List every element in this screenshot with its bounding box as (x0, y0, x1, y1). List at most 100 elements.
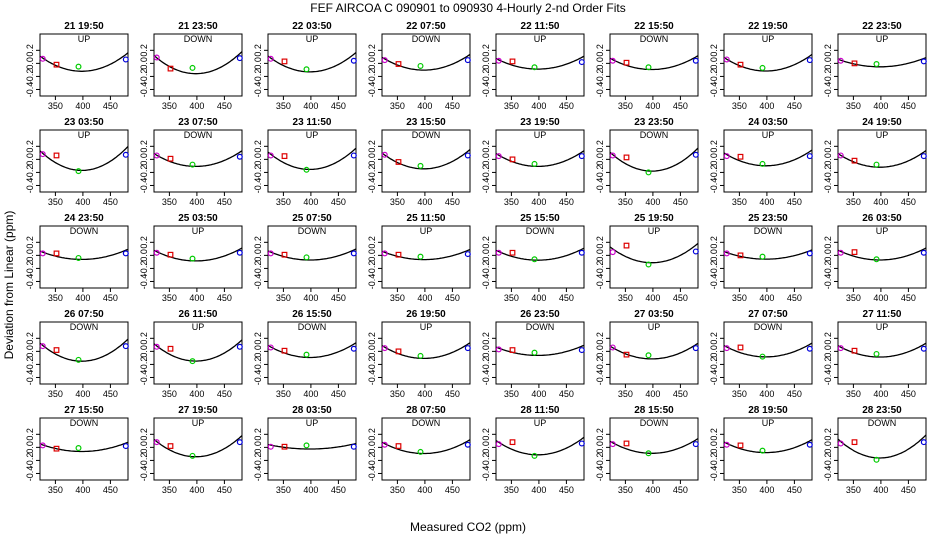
standard-point (837, 345, 844, 352)
y-tick-label: -0.4 (253, 178, 263, 194)
panel-26-11-50: 26 11:50 UP 350 400 450 0.20.0-0.2-0.4 (139, 309, 243, 399)
standard-point (236, 439, 243, 446)
standard-point (75, 168, 82, 175)
panel-title: 26 15:50 (292, 309, 332, 320)
x-axis-label: Measured CO2 (ppm) (410, 520, 526, 534)
panel-22-03-50: 22 03:50 UP 350 400 450 0.20.0-0.2-0.4 (253, 21, 357, 111)
standard-point (153, 439, 160, 446)
panel-title: 25 03:50 (178, 213, 218, 224)
x-tick-label: 350 (504, 197, 519, 207)
x-tick-label: 450 (787, 293, 802, 303)
x-tick-label: 350 (504, 485, 519, 495)
panel-mode-label: UP (648, 226, 661, 236)
panel-frame (381, 321, 471, 385)
panel-28-15-50: 28 15:50 DOWN 350 400 450 0.20.0-0.2-0.4 (595, 405, 699, 495)
x-tick-label: 400 (75, 101, 90, 111)
panel-24-23-50: 24 23:50 DOWN 350 400 450 0.20.0-0.2-0.4 (25, 213, 129, 303)
y-tick-label: -0.2 (367, 357, 377, 373)
y-tick-label: -0.4 (595, 466, 605, 482)
standard-point (464, 441, 471, 448)
fit-curve (609, 55, 699, 71)
x-tick-label: 450 (787, 197, 802, 207)
y-tick-label: 0.2 (139, 332, 149, 345)
x-tick-label: 450 (331, 293, 346, 303)
y-tick-label: 0.2 (25, 236, 35, 249)
standard-point (623, 242, 630, 249)
x-tick-label: 450 (559, 293, 574, 303)
standard-point (806, 345, 813, 352)
y-tick-label: -0.4 (709, 178, 719, 194)
standard-point (851, 249, 858, 256)
fit-curve (153, 339, 243, 362)
x-tick-label: 400 (531, 101, 546, 111)
standard-point (837, 249, 844, 256)
y-tick-label: -0.2 (367, 453, 377, 469)
standard-point (281, 58, 288, 65)
panel-22-23-50: 22 23:50 UP 350 400 450 0.20.0-0.2-0.4 (823, 21, 927, 111)
x-tick-label: 350 (732, 389, 747, 399)
standard-point (623, 59, 630, 66)
y-tick-label: 0.2 (253, 332, 263, 345)
standard-point (464, 251, 471, 258)
standard-point (122, 343, 129, 350)
x-tick-label: 450 (673, 101, 688, 111)
y-tick-label: 0.2 (709, 236, 719, 249)
x-tick-label: 400 (645, 197, 660, 207)
standard-point (495, 441, 502, 448)
y-tick-label: -0.2 (709, 357, 719, 373)
panel-title: 22 23:50 (862, 21, 902, 32)
x-tick-label: 400 (645, 389, 660, 399)
panel-mode-label: UP (762, 34, 775, 44)
standard-point (122, 151, 129, 158)
standard-point (381, 57, 388, 64)
standard-point (806, 250, 813, 257)
x-tick-label: 400 (759, 389, 774, 399)
y-tick-label: -0.4 (481, 274, 491, 290)
panel-27-11-50: 27 11:50 UP 350 400 450 0.20.0-0.2-0.4 (823, 309, 927, 399)
y-tick-label: 0.0 (481, 249, 491, 262)
y-tick-label: -0.4 (709, 370, 719, 386)
y-tick-label: 0.2 (595, 236, 605, 249)
fit-curve (39, 146, 129, 172)
standard-point (350, 250, 357, 257)
panel-25-03-50: 25 03:50 UP 350 400 450 0.20.0-0.2-0.4 (139, 213, 243, 303)
x-tick-label: 350 (618, 293, 633, 303)
y-tick-label: -0.4 (481, 178, 491, 194)
standard-point (495, 249, 502, 256)
standard-point (153, 152, 160, 159)
y-tick-label: -0.2 (139, 357, 149, 373)
y-tick-label: -0.2 (823, 357, 833, 373)
panel-frame (39, 225, 129, 289)
x-tick-label: 350 (846, 293, 861, 303)
standard-point (645, 64, 652, 71)
y-tick-label: 0.2 (367, 44, 377, 57)
fit-curve (153, 51, 243, 75)
y-tick-label: -0.4 (823, 178, 833, 194)
fit-curve (495, 247, 585, 261)
standard-point (759, 253, 766, 260)
y-tick-label: -0.4 (253, 82, 263, 98)
panel-mode-label: UP (420, 226, 433, 236)
y-tick-label: -0.4 (823, 466, 833, 482)
x-tick-label: 350 (846, 101, 861, 111)
y-tick-label: -0.4 (25, 274, 35, 290)
x-tick-label: 350 (276, 197, 291, 207)
panel-mode-label: UP (192, 322, 205, 332)
standard-point (495, 153, 502, 160)
panel-frame (153, 129, 243, 193)
x-tick-label: 450 (559, 389, 574, 399)
y-tick-label: -0.2 (823, 165, 833, 181)
y-tick-label: 0.0 (139, 249, 149, 262)
fit-curve (723, 439, 813, 454)
x-tick-label: 400 (417, 197, 432, 207)
standard-point (851, 60, 858, 67)
standard-point (417, 162, 424, 169)
panel-mode-label: DOWN (184, 130, 213, 140)
y-tick-label: 0.0 (595, 345, 605, 358)
standard-point (153, 249, 160, 256)
standard-point (837, 440, 844, 447)
standard-point (737, 442, 744, 449)
y-tick-label: 0.0 (25, 441, 35, 454)
panel-mode-label: UP (306, 418, 319, 428)
